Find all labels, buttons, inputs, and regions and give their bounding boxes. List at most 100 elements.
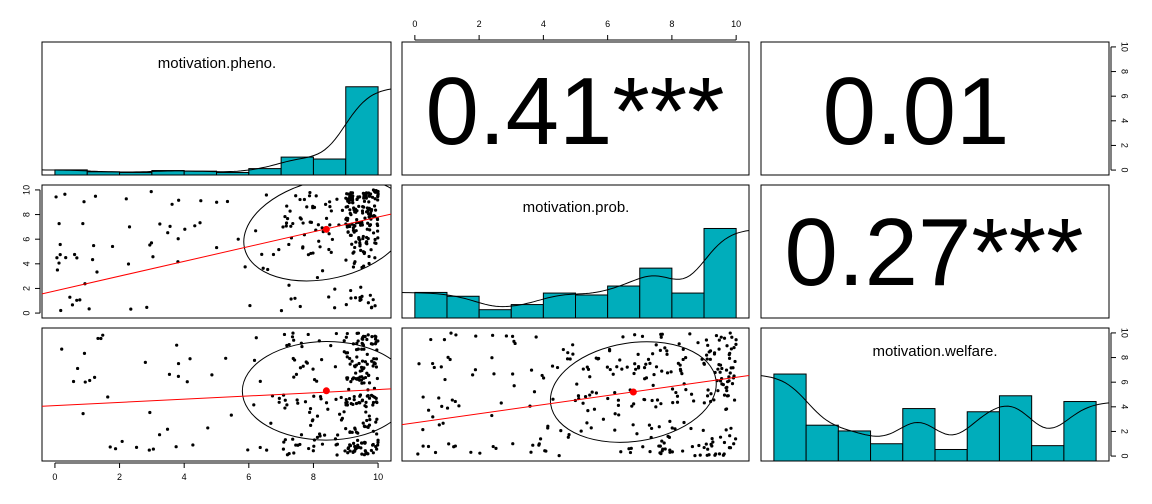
scatter-point: [376, 198, 380, 202]
histogram-bar: [446, 295, 480, 319]
scatter-point: [362, 194, 366, 198]
tick-label: 2: [1120, 429, 1130, 434]
scatter-point: [448, 357, 452, 362]
scatter-point: [682, 420, 686, 425]
scatter-point: [354, 240, 358, 244]
scatter-point: [352, 208, 356, 212]
scatter-point: [92, 375, 97, 379]
scatter-point: [491, 444, 495, 449]
tick-label: 6: [1120, 380, 1130, 385]
scatter-point: [176, 237, 180, 241]
scatter-point: [346, 446, 351, 450]
scatter-point: [373, 256, 377, 260]
scatter-point: [350, 377, 355, 381]
scatter-point: [662, 441, 666, 445]
scatter-point: [292, 338, 296, 342]
scatter-point: [370, 305, 374, 309]
scatter-point: [348, 356, 352, 361]
scatter-point: [110, 244, 115, 249]
scatter-point: [597, 356, 601, 361]
scatter-point: [54, 195, 58, 199]
scatter-point: [351, 402, 355, 407]
scatter-point: [348, 233, 353, 237]
scatter-point: [443, 377, 447, 382]
scatter-point: [594, 356, 598, 360]
scatter-point: [260, 252, 264, 257]
scatter-point: [368, 192, 373, 196]
scatter-point: [616, 403, 621, 407]
scatter-point: [355, 218, 359, 222]
scatter-point: [347, 200, 351, 205]
scatter-point: [296, 443, 300, 447]
scatter-point: [293, 296, 297, 300]
scatter-point: [248, 303, 252, 308]
scatter-point: [649, 426, 654, 431]
scatter-point: [134, 445, 139, 449]
scatter-point: [344, 303, 348, 307]
scatter-point: [198, 221, 202, 225]
scatter-point: [158, 222, 162, 226]
scatter-point: [284, 221, 289, 225]
scatter-point: [660, 439, 664, 443]
histogram-bar: [870, 443, 904, 462]
scatter-point: [605, 365, 609, 369]
scatter-point: [555, 365, 560, 370]
scatter-point: [352, 261, 356, 266]
scatter-point: [334, 397, 338, 401]
scatter-point: [648, 449, 652, 454]
scatter-point: [655, 398, 660, 402]
scatter-point: [730, 381, 735, 386]
scatter-point: [310, 419, 314, 423]
panel-frame: [401, 327, 750, 462]
variable-label-prob: motivation.prob.: [523, 199, 630, 216]
scatter-point: [340, 208, 345, 212]
scatter-point: [340, 416, 344, 420]
scatter-point: [304, 360, 308, 364]
scatter-point: [315, 435, 320, 439]
scatter-point: [706, 343, 710, 347]
scatter-point: [316, 223, 320, 227]
scatter-point: [317, 239, 321, 243]
scatter-point: [355, 377, 359, 381]
scatter-point: [363, 216, 367, 220]
scatter-point: [106, 395, 110, 399]
tick-label: 10: [373, 472, 383, 482]
tick-label: 10: [21, 185, 31, 195]
scatter-point: [725, 389, 729, 393]
scatter-point: [308, 410, 312, 414]
correlation-ellipse: [241, 341, 391, 441]
scatter-point: [95, 270, 99, 274]
tick-label: 8: [311, 472, 316, 482]
scatter-point: [618, 358, 622, 362]
scatter-point: [367, 215, 371, 219]
scatter-point: [360, 347, 364, 351]
scatter-point: [369, 248, 373, 252]
scatter-point: [537, 442, 541, 446]
scatter-point: [362, 250, 367, 255]
scatter-point: [68, 295, 72, 299]
scatter-point: [366, 212, 371, 216]
scatter-point: [315, 414, 320, 418]
scatter-point: [529, 450, 533, 454]
panel-frame: [41, 184, 392, 319]
scatter-point: [342, 410, 346, 414]
scatter-point: [371, 400, 376, 405]
scatter-point: [346, 230, 350, 234]
scatter-point: [63, 192, 67, 196]
scatter-point: [370, 342, 375, 346]
scatter-point: [360, 265, 364, 270]
scatter-point: [113, 447, 118, 451]
scatter-point: [675, 400, 680, 404]
scatter-point: [345, 225, 349, 229]
tick-label: 8: [1120, 355, 1130, 360]
scatter-point: [658, 451, 662, 455]
scatter-point: [373, 237, 377, 242]
scatter-point: [285, 343, 289, 348]
scatter-point: [261, 266, 265, 270]
scatter-point: [357, 378, 362, 382]
scatter-point: [329, 344, 333, 348]
mean-point: [322, 225, 330, 233]
scatter-point: [258, 379, 262, 383]
scatter-point: [651, 383, 655, 387]
scatter-point: [646, 357, 651, 361]
